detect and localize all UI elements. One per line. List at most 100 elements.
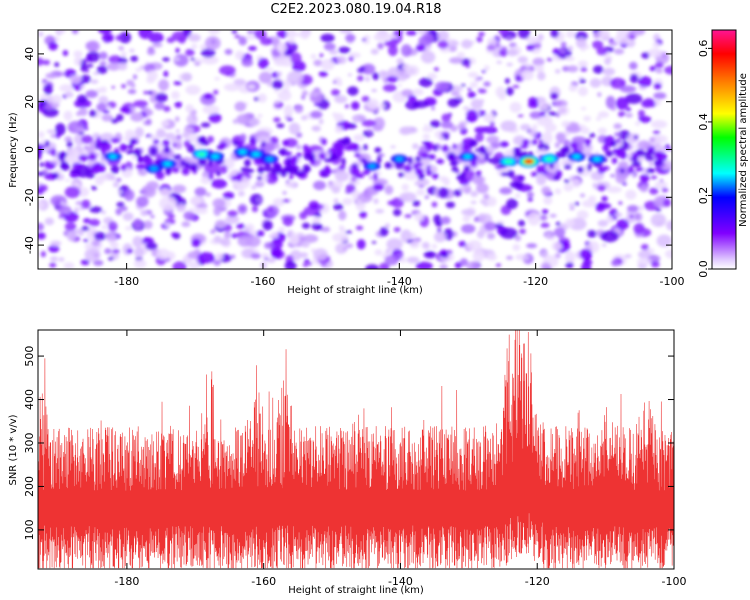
heatmap-texture-cell — [225, 215, 240, 224]
heatmap-texture-cell — [564, 56, 575, 62]
heatmap-feature — [198, 152, 205, 156]
heatmap-x-tick-label: -160 — [250, 275, 275, 288]
heatmap-texture-cell — [506, 36, 513, 41]
heatmap-texture-cell — [472, 249, 485, 263]
heatmap-texture-cell — [51, 94, 62, 104]
heatmap-band-cell — [665, 143, 670, 150]
heatmap-texture-cell — [218, 65, 236, 76]
heatmap-texture-cell — [230, 74, 234, 78]
heatmap-texture-cell — [368, 175, 375, 180]
heatmap-texture-cell — [470, 98, 484, 110]
heatmap-texture-cell — [282, 198, 291, 203]
heatmap-texture-cell — [101, 225, 109, 230]
heatmap-texture-cell — [555, 132, 567, 143]
heatmap-texture-cell — [85, 90, 98, 99]
heatmap-band-cell — [133, 147, 142, 157]
heatmap-texture-cell — [526, 44, 535, 52]
heatmap-texture-cell — [93, 71, 100, 76]
heatmap-texture-cell — [251, 205, 259, 213]
heatmap-texture-cell — [656, 234, 672, 248]
heatmap-texture-cell — [110, 222, 117, 226]
snr-y-axis-label: SNR (10 * v/v) — [8, 414, 19, 485]
colorbar: 0.0 0.2 0.4 0.6 Normalized spectral amplitu… — [697, 29, 749, 278]
heatmap-texture-cell — [178, 36, 186, 44]
heatmap-texture-cell — [164, 132, 176, 140]
heatmap-texture-cell — [110, 241, 119, 250]
snr-y-ticks: 100 200 300 400 500 — [23, 346, 674, 540]
heatmap-texture-cell — [424, 195, 430, 199]
heatmap-texture-cell — [188, 208, 195, 212]
heatmap-texture-cell — [565, 124, 582, 134]
heatmap-band-cell — [631, 160, 642, 168]
heatmap-texture-cell — [571, 178, 581, 188]
heatmap-band-cell — [341, 157, 346, 166]
heatmap-texture-cell — [49, 262, 57, 268]
heatmap-band-cell — [273, 165, 283, 175]
heatmap-texture-cell — [84, 243, 93, 250]
heatmap-texture-cell — [384, 185, 394, 195]
heatmap-texture-cell — [412, 143, 419, 150]
heatmap-texture-cell — [560, 158, 575, 167]
heatmap-band-cell — [421, 152, 429, 159]
heatmap-texture-cell — [495, 223, 504, 229]
heatmap-texture-cell — [336, 80, 343, 87]
heatmap-texture-cell — [414, 212, 425, 222]
heatmap-texture-cell — [205, 192, 212, 197]
heatmap-texture-cell — [330, 88, 341, 96]
heatmap-texture-cell — [597, 202, 612, 210]
heatmap-texture-cell — [76, 126, 85, 132]
heatmap-band-cell — [635, 166, 644, 172]
heatmap-feature — [211, 154, 220, 159]
heatmap-texture-cell — [478, 88, 487, 94]
heatmap-texture-cell — [412, 100, 429, 109]
colorbar-tick-label: 0.2 — [697, 187, 710, 205]
heatmap-texture-cell — [529, 111, 543, 119]
heatmap-texture-cell — [49, 256, 59, 262]
heatmap-texture-cell — [282, 191, 287, 195]
heatmap-texture-cell — [48, 244, 60, 253]
heatmap-texture-cell — [100, 160, 107, 165]
heatmap-texture-cell — [461, 39, 473, 49]
heatmap-texture-cell — [465, 63, 471, 68]
heatmap-texture-cell — [107, 233, 117, 241]
heatmap-texture-cell — [247, 30, 254, 35]
heatmap-texture-cell — [540, 262, 551, 269]
heatmap-texture-cell — [296, 144, 302, 150]
heatmap-texture-cell — [338, 225, 344, 231]
heatmap-texture-cell — [154, 102, 165, 110]
heatmap-texture-cell — [499, 227, 518, 239]
heatmap-texture-cell — [344, 104, 349, 109]
heatmap-texture-cell — [290, 52, 302, 65]
heatmap-texture-cell — [94, 175, 104, 186]
heatmap-texture-cell — [574, 202, 580, 206]
heatmap-band-cell — [39, 162, 45, 167]
heatmap-texture-cell — [112, 181, 120, 188]
heatmap-texture-cell — [474, 77, 481, 82]
heatmap-texture-cell — [239, 133, 247, 141]
heatmap-texture-cell — [332, 232, 349, 243]
heatmap-texture-cell — [350, 175, 357, 183]
heatmap-texture-cell — [64, 136, 73, 143]
heatmap-texture-cell — [286, 70, 304, 85]
heatmap-band-cell — [572, 142, 579, 152]
heatmap-band-cell — [120, 164, 127, 172]
heatmap-texture-cell — [550, 30, 559, 38]
heatmap-texture-cell — [74, 207, 80, 213]
heatmap-texture-cell — [662, 198, 671, 207]
heatmap-band-cell — [44, 161, 51, 166]
colorbar-ticks: 0.0 0.2 0.4 0.6 — [697, 40, 712, 278]
heatmap-texture-cell — [119, 106, 132, 113]
heatmap-texture-cell — [196, 207, 208, 214]
heatmap-band-cell — [628, 165, 634, 174]
heatmap-texture-cell — [654, 61, 664, 69]
heatmap-texture-cell — [152, 42, 163, 48]
heatmap-band-cell — [244, 159, 251, 167]
heatmap-texture-cell — [308, 200, 320, 210]
heatmap-texture-cell — [629, 73, 639, 84]
heatmap-texture-cell — [356, 199, 363, 205]
heatmap-y-tick-label: 40 — [23, 47, 36, 61]
heatmap-texture-cell — [76, 94, 88, 104]
heatmap-texture-cell — [250, 253, 261, 259]
heatmap-texture-cell — [140, 105, 146, 110]
heatmap-texture-cell — [629, 214, 634, 219]
